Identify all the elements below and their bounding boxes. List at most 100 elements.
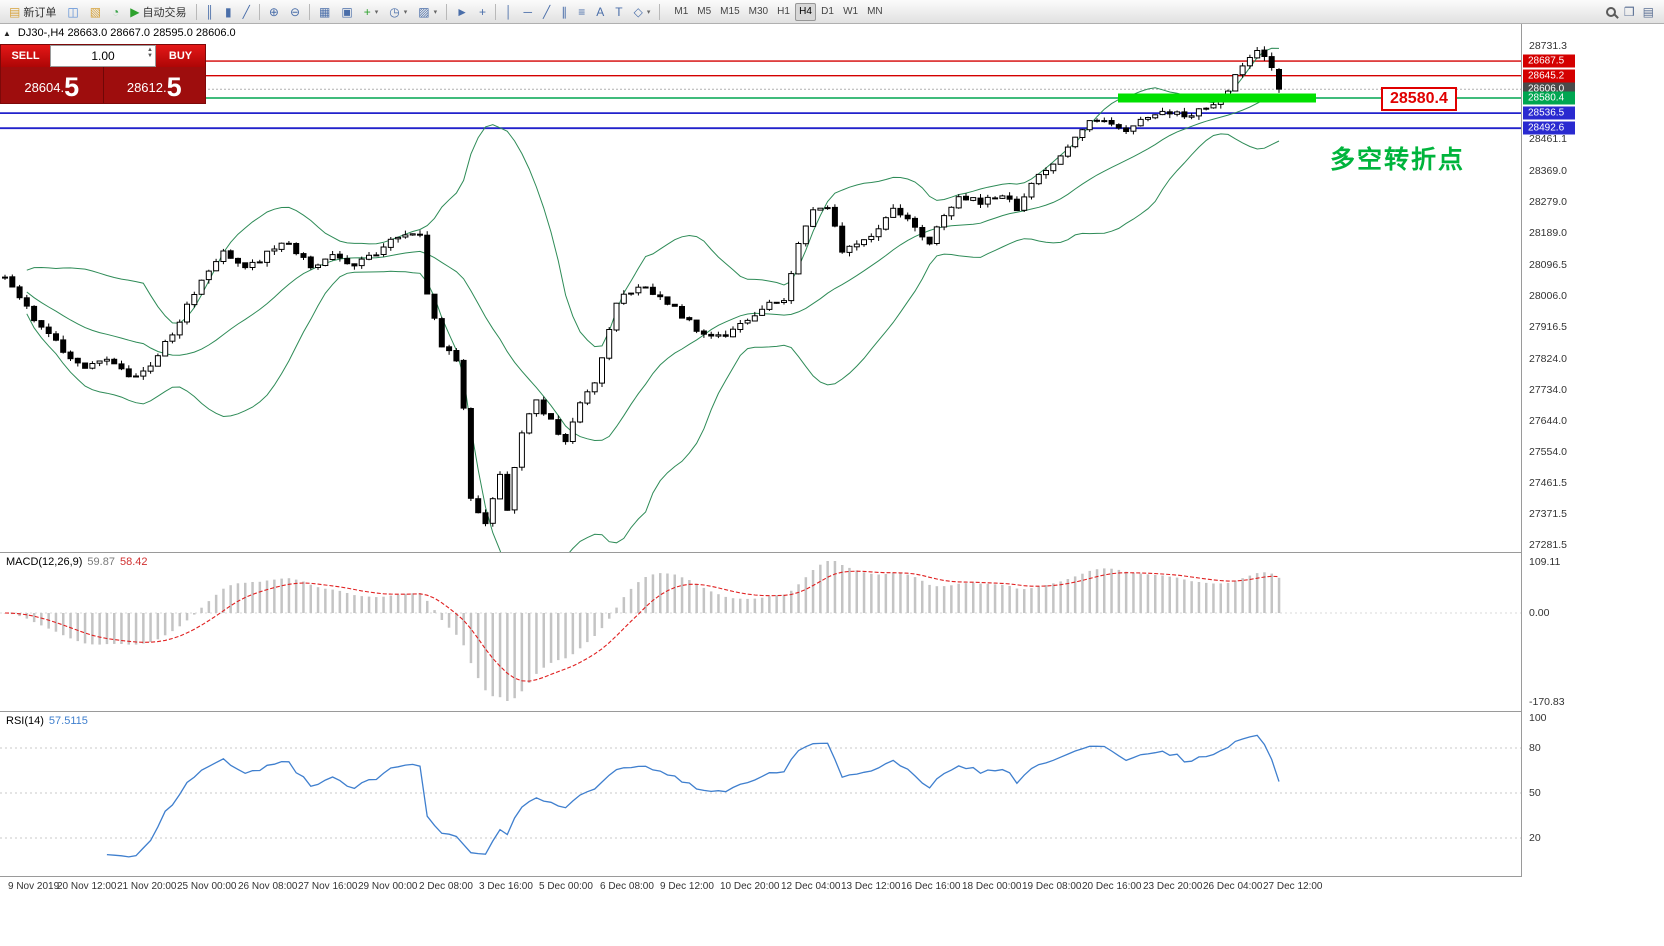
rsi-value: 57.5115 [48,715,88,727]
dropdown-arrow-icon: ▾ [646,8,651,16]
price-tag-label: 28687.5 [1523,54,1575,68]
label-button[interactable]: T [610,2,627,22]
terminal-icon[interactable]: ◔ [107,2,124,22]
toolbar-separator [659,3,661,20]
cursor-icon: ► [456,4,468,19]
text-button[interactable]: A [591,2,609,22]
autotrading-button[interactable]: ▶ 自动交易 [125,2,191,22]
zoom-in-button[interactable]: ⊕ [264,2,284,22]
rsi-axis-tick: 80 [1529,742,1541,754]
toolbar-separator [309,3,310,20]
price-axis[interactable]: 28731.3 28461.1 28369.0 28279.0 28189.0 28096… [1521,24,1664,877]
sell-button[interactable]: SELL [1,45,50,67]
toolbar-right: ❒ ▤ [1605,4,1660,19]
time-tick: 3 Dec 16:00 [479,881,533,892]
price-tick: 27554.0 [1529,445,1567,458]
price-tick: 27281.5 [1529,539,1567,552]
macd-value-main: 59.87 [87,556,115,568]
periods-button[interactable]: ◷ ▾ [384,2,412,22]
timeframe-h1-button[interactable]: H1 [777,6,790,17]
sell-price[interactable]: 28604. 5 [1,67,103,103]
window-list-icon[interactable]: ▤ [1642,4,1654,19]
timeframe-w1-button[interactable]: W1 [843,6,859,17]
panel-separator[interactable] [0,876,1664,877]
macd-axis-tick: -170.83 [1529,696,1565,708]
tile-windows-button[interactable]: ▦ [314,2,335,22]
price-tick: 28006.0 [1529,289,1567,302]
new-order-button-label: 新订单 [23,6,57,19]
indicators-button[interactable]: + ▾ [359,2,384,22]
channel-button[interactable]: ∥ [556,2,572,22]
price-tag-label: 28492.6 [1523,121,1575,135]
dropdown-arrow-icon: ▾ [374,8,379,16]
price-tick: 28461.1 [1529,133,1567,146]
timeframe-mn-button[interactable]: MN [867,6,883,17]
spin-up-icon[interactable]: ▲ [147,47,153,53]
navigator-icon[interactable]: ▧ [85,2,106,22]
timeframe-m5-button[interactable]: M5 [697,6,712,17]
bar-chart-type-button[interactable]: ║ [201,2,220,22]
zoom-out-button[interactable]: ⊖ [285,2,305,22]
candlestick-type-icon: ▮ [225,4,232,19]
line-chart-type-button[interactable]: ╱ [238,2,255,22]
auto-arrange-button[interactable]: ▣ [336,2,357,22]
timeframe-m30-button[interactable]: M30 [748,6,769,17]
candlestick-type-button[interactable]: ▮ [220,2,237,22]
macd-label: MACD(12,26,9) 59.87 58.42 [6,556,147,568]
templates-button[interactable]: ▨ ▾ [413,2,442,22]
main-chart [0,24,1521,553]
cursor-button[interactable]: ► [451,2,473,22]
spin-down-icon[interactable]: ▼ [147,53,153,59]
macd-signal-line [4,570,1280,682]
horizontal-line-button[interactable]: ─ [518,2,537,22]
buy-price[interactable]: 28612. 5 [104,67,206,103]
lot-spinner[interactable]: ▲ ▼ [147,47,153,59]
time-axis[interactable]: 9 Nov 2019 20 Nov 12:00 21 Nov 20:00 25 Nov… [0,877,1664,946]
vertical-line-icon: │ [504,4,513,19]
turning-point-annotation[interactable]: 多空转折点 [1330,146,1466,174]
timeframe-h4-button[interactable]: H4 [795,2,817,21]
tile-windows-icon: ▦ [319,4,331,19]
support-highlight-bar[interactable] [1118,93,1316,103]
periods-icon: ◷ [389,4,400,19]
price-tag-label: 28580.4 [1523,91,1575,105]
market-watch-icon[interactable]: ◫ [62,2,83,22]
timeframe-d1-button[interactable]: D1 [821,6,834,17]
time-tick: 16 Dec 16:00 [901,881,961,892]
lot-size-input[interactable]: 1.00 ▲ ▼ [50,45,156,67]
buy-button[interactable]: BUY [156,45,205,67]
timeframe-m15-button[interactable]: M15 [720,6,740,17]
sell-price-small: 28604. [24,80,65,95]
search-icon[interactable] [1605,6,1616,17]
time-tick: 9 Nov 2019 [8,881,60,892]
fibonacci-button[interactable]: ≡ [573,2,590,22]
rsi-label: RSI(14) 57.5115 [6,715,88,727]
price-callout-box[interactable]: 28580.4 [1381,87,1457,111]
price-tick: 27824.0 [1529,352,1567,365]
time-tick: 26 Nov 08:00 [238,881,298,892]
time-tick: 23 Dec 20:00 [1143,881,1203,892]
crosshair-button[interactable]: + [474,2,491,22]
new-window-icon[interactable]: ❒ [1623,4,1635,19]
bollinger-middle-band [26,94,1280,442]
dropdown-arrow-icon: ▾ [403,8,408,16]
shapes-button[interactable]: ◇ ▾ [629,2,656,22]
one-click-toggle-icon[interactable]: ▲ [3,28,11,38]
auto-arrange-icon: ▣ [341,4,353,19]
timeframe-m1-button[interactable]: M1 [674,6,689,17]
trendline-button[interactable]: ╱ [538,2,555,22]
time-tick: 5 Dec 00:00 [539,881,593,892]
toolbar-separator [494,3,496,20]
price-divider [102,67,104,103]
price-tag-label: 28536.5 [1523,106,1575,120]
shapes-icon: ◇ [633,4,643,19]
vertical-line-button[interactable]: │ [500,2,518,22]
panel-separator[interactable] [0,552,1664,553]
one-click-trading-panel: SELL 1.00 ▲ ▼ BUY 28604. 5 28612. 5 [0,44,206,104]
panel-separator[interactable] [0,711,1664,712]
rsi-panel [0,712,1521,876]
time-tick: 10 Dec 20:00 [720,881,780,892]
new-order-button[interactable]: ▤ 新订单 [4,2,61,22]
toolbar: ▤ 新订单 ◫ ▧ ◔ ▶ 自动交易 ║ ▮ ╱ ⊕ ⊖ ▦ ▣ + ▾ ◷ ▾ ▨ ▾ ► + │ ─ ╱ ∥ ≡ A T ◇ ▾ M1 M… [0,0,1664,24]
